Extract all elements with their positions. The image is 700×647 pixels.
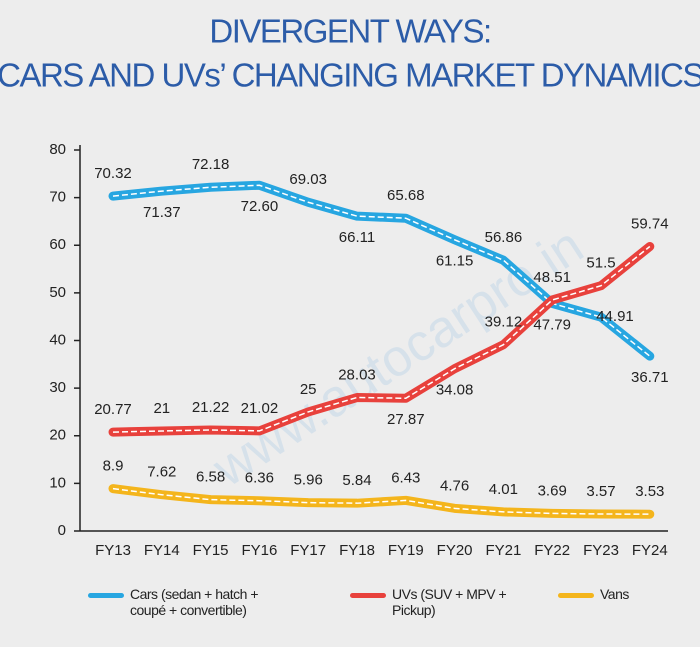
legend-swatch xyxy=(558,593,594,598)
x-tick-label: FY15 xyxy=(193,542,229,559)
legend-item: UVs (SUV + MPV + Pickup) xyxy=(350,586,540,618)
x-tick-label: FY20 xyxy=(437,542,473,559)
x-tick-label: FY18 xyxy=(339,542,375,559)
x-tick-label: FY21 xyxy=(485,542,521,559)
data-label: 44.91 xyxy=(596,308,634,325)
y-tick-label: 10 xyxy=(49,474,66,491)
data-label: 66.11 xyxy=(339,229,375,246)
series-line-highlight xyxy=(112,487,650,515)
data-label: 3.53 xyxy=(635,483,664,500)
y-tick-label: 0 xyxy=(58,522,66,539)
data-label: 20.77 xyxy=(94,401,132,418)
chart-title: CARS AND UVs’ CHANGING MARKET DYNAMICS xyxy=(0,57,700,94)
data-label: 5.84 xyxy=(342,472,371,489)
data-label: 6.58 xyxy=(196,469,225,486)
data-label: 48.51 xyxy=(533,269,571,286)
y-tick-label: 80 xyxy=(49,141,66,158)
data-label: 72.18 xyxy=(192,156,230,173)
data-label: 72.60 xyxy=(241,198,279,215)
data-label: 6.43 xyxy=(391,469,420,486)
legend-swatch xyxy=(88,593,124,598)
x-tick-label: FY23 xyxy=(583,542,619,559)
data-label: 39.12 xyxy=(485,314,523,331)
data-label: 8.9 xyxy=(103,458,124,475)
data-label: 69.03 xyxy=(289,171,327,188)
legend-label: Cars (sedan + hatch + coupé + convertibl… xyxy=(130,586,259,618)
x-tick-label: FY17 xyxy=(290,542,326,559)
data-label: 28.03 xyxy=(338,366,376,383)
x-tick-label: FY24 xyxy=(632,542,668,559)
data-label: 25 xyxy=(300,381,317,398)
y-tick-label: 20 xyxy=(49,427,66,444)
y-tick-label: 60 xyxy=(49,236,66,253)
data-label: 36.71 xyxy=(631,369,669,386)
legend: Cars (sedan + hatch + coupé + convertibl… xyxy=(0,586,700,641)
x-tick-label: FY19 xyxy=(388,542,424,559)
data-label: 47.79 xyxy=(533,316,571,333)
data-label: 70.32 xyxy=(94,165,132,182)
data-label: 4.01 xyxy=(489,481,518,498)
series-line xyxy=(108,484,655,519)
data-label: 21.22 xyxy=(192,399,230,416)
data-label: 71.37 xyxy=(143,204,181,221)
x-tick-label: FY13 xyxy=(95,542,131,559)
legend-label: Vans xyxy=(600,586,629,602)
data-label: 4.76 xyxy=(440,477,469,494)
data-label: 3.69 xyxy=(538,482,567,499)
legend-item: Cars (sedan + hatch + coupé + convertibl… xyxy=(88,586,273,618)
data-label: 7.62 xyxy=(147,464,176,481)
data-label: 51.5 xyxy=(586,255,615,272)
legend-label: UVs (SUV + MPV + Pickup) xyxy=(392,586,507,618)
y-tick-label: 40 xyxy=(49,331,66,348)
data-label: 21 xyxy=(153,400,170,417)
chart-title: DIVERGENT WAYS: xyxy=(209,13,490,50)
data-label: 65.68 xyxy=(387,187,425,204)
data-label: 5.96 xyxy=(294,472,323,489)
series-line-highlight xyxy=(112,184,651,357)
y-tick-label: 50 xyxy=(49,284,66,301)
legend-swatch xyxy=(350,593,386,598)
data-label: 56.86 xyxy=(485,229,523,246)
series-line-highlight xyxy=(112,245,651,433)
data-label: 61.15 xyxy=(436,253,474,270)
data-label: 21.02 xyxy=(241,400,279,417)
x-tick-label: FY22 xyxy=(534,542,570,559)
y-tick-label: 70 xyxy=(49,189,66,206)
data-label: 34.08 xyxy=(436,382,474,399)
watermark: www.autocarpro.in xyxy=(202,216,593,498)
data-label: 6.36 xyxy=(245,470,274,487)
x-tick-label: FY14 xyxy=(144,542,180,559)
data-label: 27.87 xyxy=(387,411,425,428)
legend-item: Vans xyxy=(558,586,638,602)
data-label: 3.57 xyxy=(586,483,615,500)
data-label: 59.74 xyxy=(631,215,669,232)
x-tick-label: FY16 xyxy=(241,542,277,559)
y-tick-label: 30 xyxy=(49,379,66,396)
chart: DIVERGENT WAYS: CARS AND UVs’ CHANGING M… xyxy=(0,13,700,559)
